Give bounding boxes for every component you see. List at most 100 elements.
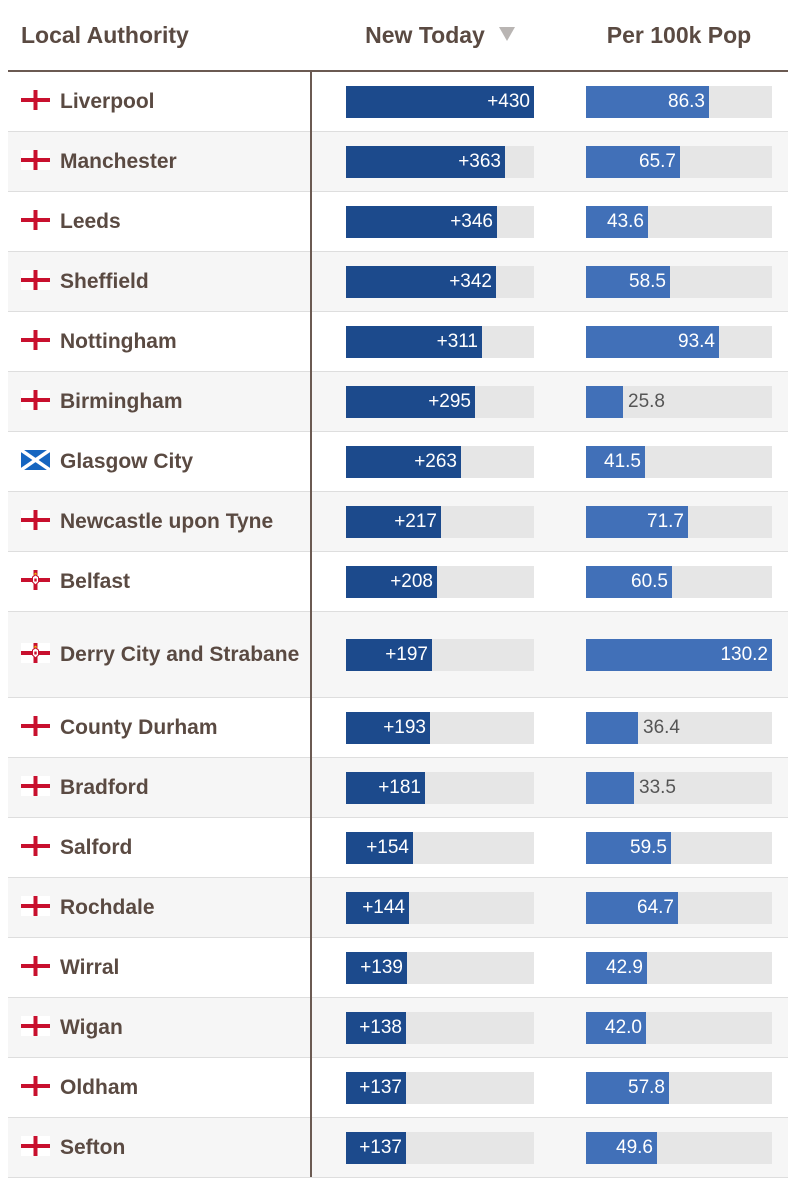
northern-ireland-flag-icon bbox=[21, 642, 50, 663]
per-100k-bar bbox=[586, 85, 709, 118]
england-flag-icon bbox=[21, 955, 50, 976]
new-today-bar bbox=[346, 505, 441, 538]
per-100k-value: 60.5 bbox=[631, 570, 668, 592]
england-flag-icon bbox=[21, 1135, 50, 1156]
new-today-bar bbox=[346, 145, 505, 178]
new-today-value: +342 bbox=[449, 270, 492, 292]
local-authority-cell: Sefton bbox=[21, 1135, 306, 1161]
new-today-track: +342 bbox=[346, 265, 534, 298]
per-100k-value: 64.7 bbox=[637, 896, 674, 918]
new-today-bar bbox=[346, 638, 432, 671]
per-100k-value: 57.8 bbox=[628, 1076, 665, 1098]
new-today-bar bbox=[346, 385, 475, 418]
per-100k-value: 49.6 bbox=[616, 1136, 653, 1158]
england-flag-icon bbox=[21, 775, 50, 796]
local-authority-cell: Oldham bbox=[21, 1075, 306, 1101]
table-row: Leeds +346 43.6 bbox=[8, 192, 788, 252]
new-today-bar bbox=[346, 265, 496, 298]
new-today-track: +295 bbox=[346, 385, 534, 418]
per-100k-value: 43.6 bbox=[607, 210, 644, 232]
per-100k-track: 49.6 bbox=[586, 1131, 772, 1164]
new-today-track: +137 bbox=[346, 1071, 534, 1104]
new-today-value: +181 bbox=[378, 776, 421, 798]
per-100k-value: 59.5 bbox=[630, 836, 667, 858]
per-100k-value: 58.5 bbox=[629, 270, 666, 292]
new-today-track: +197 bbox=[346, 638, 534, 671]
table-row: County Durham +193 36.4 bbox=[8, 698, 788, 758]
new-today-track: +193 bbox=[346, 711, 534, 744]
new-today-bar bbox=[346, 951, 407, 984]
sort-descending-icon[interactable] bbox=[498, 27, 515, 41]
column-header-new-today-label: New Today bbox=[365, 22, 485, 48]
local-authority-cell: Liverpool bbox=[21, 89, 306, 115]
table-row: Belfast +208 60.5 bbox=[8, 552, 788, 612]
local-authority-cell: Glasgow City bbox=[21, 449, 306, 475]
new-today-value: +144 bbox=[362, 896, 405, 918]
new-today-value: +139 bbox=[360, 956, 403, 978]
per-100k-track: 86.3 bbox=[586, 85, 772, 118]
new-today-track: +430 bbox=[346, 85, 534, 118]
england-flag-icon bbox=[21, 1075, 50, 1096]
per-100k-track: 33.5 bbox=[586, 771, 772, 804]
local-authority-cell: Wirral bbox=[21, 955, 306, 981]
per-100k-value: 130.2 bbox=[720, 643, 768, 665]
new-today-value: +363 bbox=[458, 150, 501, 172]
local-authority-name: Wirral bbox=[60, 955, 120, 979]
new-today-track: +138 bbox=[346, 1011, 534, 1044]
local-authority-cell: Newcastle upon Tyne bbox=[21, 509, 306, 535]
per-100k-bar bbox=[586, 711, 638, 744]
per-100k-bar bbox=[586, 205, 648, 238]
column-divider bbox=[310, 71, 312, 1177]
local-authority-cell: Salford bbox=[21, 835, 306, 861]
table-row: Rochdale +144 64.7 bbox=[8, 878, 788, 938]
per-100k-bar bbox=[586, 1011, 646, 1044]
england-flag-icon bbox=[21, 269, 50, 290]
authority-table: Local Authority New Today Per 100k Pop L… bbox=[8, 0, 788, 1178]
column-header-local-authority[interactable]: Local Authority bbox=[21, 22, 189, 48]
local-authority-cell: Nottingham bbox=[21, 329, 306, 355]
table-row: Sheffield +342 58.5 bbox=[8, 252, 788, 312]
new-today-bar bbox=[346, 711, 430, 744]
new-today-value: +217 bbox=[394, 510, 437, 532]
local-authority-name: Birmingham bbox=[60, 389, 183, 413]
per-100k-track: 71.7 bbox=[586, 505, 772, 538]
new-today-bar bbox=[346, 771, 425, 804]
new-today-value: +430 bbox=[487, 90, 530, 112]
per-100k-bar bbox=[586, 445, 645, 478]
new-today-value: +311 bbox=[436, 330, 478, 352]
per-100k-track: 41.5 bbox=[586, 445, 772, 478]
local-authority-cell: Belfast bbox=[21, 569, 306, 595]
per-100k-track: 130.2 bbox=[586, 638, 772, 671]
local-authority-name: Salford bbox=[60, 835, 133, 859]
new-today-value: +346 bbox=[450, 210, 493, 232]
column-header-new-today[interactable]: New Today bbox=[346, 22, 534, 49]
england-flag-icon bbox=[21, 329, 50, 350]
new-today-bar bbox=[346, 1011, 406, 1044]
per-100k-bar bbox=[586, 325, 719, 358]
england-flag-icon bbox=[21, 715, 50, 736]
per-100k-track: 64.7 bbox=[586, 891, 772, 924]
per-100k-value: 41.5 bbox=[604, 450, 641, 472]
new-today-value: +137 bbox=[359, 1076, 402, 1098]
per-100k-bar bbox=[586, 771, 634, 804]
per-100k-bar bbox=[586, 565, 672, 598]
table-header: Local Authority New Today Per 100k Pop bbox=[8, 0, 788, 72]
per-100k-value: 33.5 bbox=[639, 776, 676, 798]
per-100k-bar bbox=[586, 1131, 657, 1164]
local-authority-name: Derry City and Strabane bbox=[60, 642, 300, 666]
local-authority-name: Oldham bbox=[60, 1075, 139, 1099]
local-authority-name: Belfast bbox=[60, 569, 131, 593]
per-100k-bar bbox=[586, 1071, 669, 1104]
table-row: Liverpool +430 86.3 bbox=[8, 72, 788, 132]
england-flag-icon bbox=[21, 1015, 50, 1036]
per-100k-value: 36.4 bbox=[643, 716, 680, 738]
table-row: Glasgow City +263 41.5 bbox=[8, 432, 788, 492]
per-100k-value: 42.9 bbox=[606, 956, 643, 978]
england-flag-icon bbox=[21, 389, 50, 410]
per-100k-value: 25.8 bbox=[628, 390, 665, 412]
per-100k-bar bbox=[586, 265, 670, 298]
new-today-value: +263 bbox=[414, 450, 457, 472]
local-authority-cell: County Durham bbox=[21, 715, 306, 741]
column-header-per-100k[interactable]: Per 100k Pop bbox=[606, 22, 752, 48]
per-100k-bar bbox=[586, 638, 772, 671]
